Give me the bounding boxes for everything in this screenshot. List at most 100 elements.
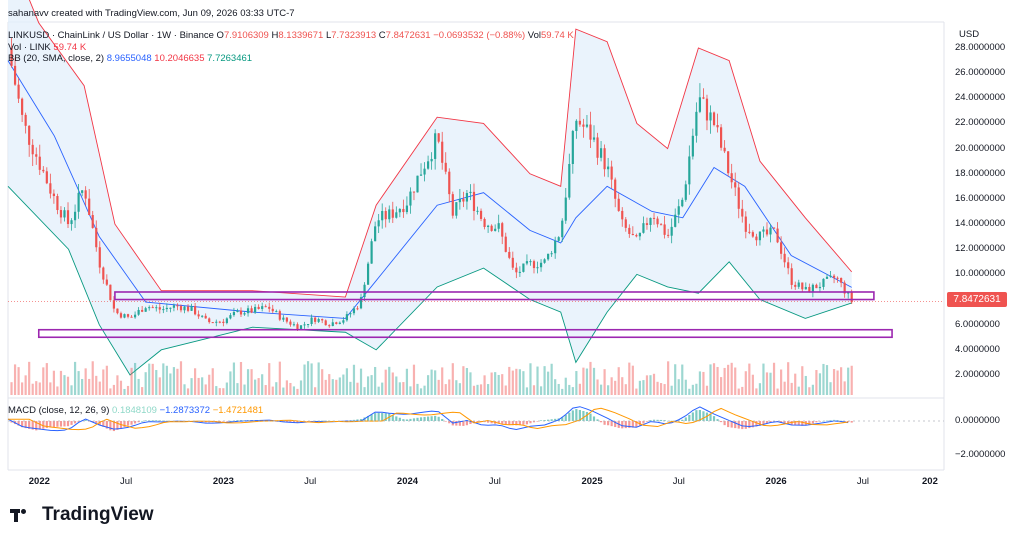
volume-bar xyxy=(412,364,416,395)
macd-histogram-bar xyxy=(66,421,70,427)
volume-bar xyxy=(409,386,412,395)
macd-histogram-bar xyxy=(815,421,818,423)
candle-body xyxy=(123,314,126,318)
bollinger-upper-line xyxy=(28,0,853,298)
volume-bar xyxy=(359,368,363,395)
candle-body xyxy=(49,183,52,194)
candle-body xyxy=(423,168,426,175)
volume-bar xyxy=(815,369,818,395)
time-tick-label: Jul xyxy=(120,476,133,487)
candle-body xyxy=(84,190,87,199)
candle-body xyxy=(278,311,281,320)
volume-bar xyxy=(162,363,165,395)
volume-bar xyxy=(730,362,733,395)
macd-histogram-bar xyxy=(525,421,529,425)
candle-body xyxy=(17,84,20,99)
volume-bar xyxy=(73,361,77,395)
macd-histogram-bar xyxy=(31,421,34,430)
candle-body xyxy=(621,210,624,220)
candle-body xyxy=(571,131,574,164)
volume-bar xyxy=(363,387,366,395)
candle-body xyxy=(366,263,370,285)
volume-bar xyxy=(751,374,754,395)
volume-bar xyxy=(716,366,719,395)
candle-body xyxy=(794,284,797,287)
volume-bar xyxy=(179,361,183,395)
tradingview-mark-icon xyxy=(10,507,36,523)
symbol-legend[interactable]: LINKUSD · ChainLink / US Dollar · 1W · B… xyxy=(8,30,574,41)
candle-body xyxy=(737,187,740,209)
volume-bar xyxy=(501,374,504,395)
candle-body xyxy=(310,317,313,325)
volume-bar xyxy=(370,375,373,395)
candle-body xyxy=(402,208,405,213)
volume-bar xyxy=(508,366,511,395)
volume-bar xyxy=(497,374,500,395)
volume-bar xyxy=(186,388,190,395)
volume-legend-value: 59.74 K xyxy=(53,42,87,53)
volume-bar xyxy=(547,371,550,395)
volume-bar xyxy=(734,367,737,395)
macd-histogram-bar xyxy=(850,421,853,423)
volume-bar xyxy=(571,387,574,395)
macd-legend[interactable]: MACD (close, 12, 26, 9) 0.1848109 −1.287… xyxy=(8,405,263,416)
candle-body xyxy=(197,314,200,317)
volume-bar xyxy=(84,368,87,395)
candle-body xyxy=(811,284,814,293)
macd-histogram-bar xyxy=(592,416,596,421)
candle-body xyxy=(363,284,366,298)
candle-body xyxy=(681,199,684,207)
macd-histogram-bar xyxy=(825,420,829,422)
candle-body xyxy=(783,253,786,263)
macd-histogram-bar xyxy=(772,421,776,422)
candle-body xyxy=(518,271,521,273)
volume-bar xyxy=(762,363,765,395)
macd-histogram-bar xyxy=(165,420,168,422)
bollinger-basis-line xyxy=(7,60,852,319)
volume-bar xyxy=(642,380,645,395)
macd-histogram-bar xyxy=(769,421,772,423)
price-tick-label: 16.0000000 xyxy=(955,192,1006,204)
candle-body xyxy=(42,169,45,172)
volume-bar xyxy=(536,366,539,395)
macd-histogram-bar xyxy=(515,421,518,426)
volume-bar xyxy=(677,379,680,395)
vol-value: 59.74 K xyxy=(541,30,574,41)
candle-body xyxy=(109,284,112,301)
macd-histogram-bar xyxy=(476,421,479,423)
tradingview-logo[interactable]: TradingView xyxy=(10,504,154,526)
volume-bar xyxy=(17,367,20,395)
macd-histogram-bar xyxy=(603,421,606,425)
volume-bar xyxy=(797,386,800,395)
macd-histogram-bar xyxy=(144,420,147,421)
candle-body xyxy=(275,311,278,313)
volume-bar xyxy=(709,364,712,395)
macd-histogram-bar xyxy=(359,418,363,421)
candle-body xyxy=(479,210,483,219)
volume-legend[interactable]: Vol · LINK 59.74 K xyxy=(8,42,86,53)
macd-histogram-bar xyxy=(296,421,299,423)
candle-body xyxy=(112,300,115,309)
brand-name: TradingView xyxy=(42,504,154,525)
macd-histogram-bar xyxy=(532,421,536,423)
candle-body xyxy=(66,210,70,225)
bollinger-lower-value: 7.7263461 xyxy=(207,53,253,64)
candle-body xyxy=(229,315,232,319)
volume-bar xyxy=(578,383,581,395)
candle-body xyxy=(31,144,34,155)
high-value: 8.1339671 xyxy=(278,30,324,41)
candle-body xyxy=(709,112,712,121)
candle-body xyxy=(208,318,211,323)
volume-bar xyxy=(490,372,493,395)
candle-body xyxy=(723,147,726,152)
low-value: 7.7323913 xyxy=(331,30,377,41)
macd-histogram-bar xyxy=(589,413,592,421)
bollinger-legend[interactable]: BB (20, SMA, close, 2) 8.9655048 10.2046… xyxy=(8,53,252,64)
macd-histogram-bar xyxy=(366,415,370,421)
candle-body xyxy=(840,278,843,283)
volume-bar xyxy=(204,384,207,395)
volume-bar xyxy=(836,370,839,395)
macd-tick-label: 0.0000000 xyxy=(955,415,1000,426)
macd-histogram-bar xyxy=(599,421,603,423)
